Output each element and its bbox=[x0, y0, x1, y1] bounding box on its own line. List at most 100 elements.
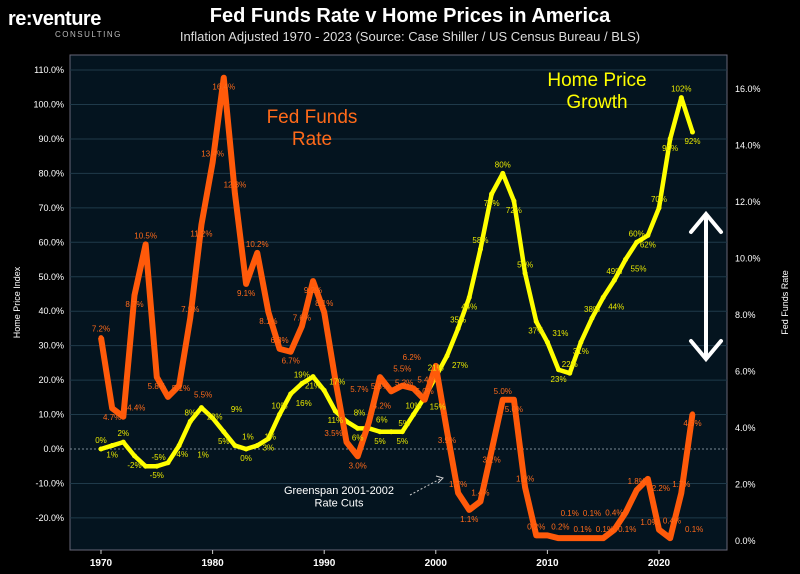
fed-funds-data-label: 4.4% bbox=[127, 404, 145, 413]
left-tick-label: -20.0% bbox=[35, 513, 64, 523]
fed-funds-point bbox=[511, 397, 517, 403]
home-price-point bbox=[310, 374, 316, 380]
fed-funds-point bbox=[254, 250, 260, 256]
fed-funds-data-label: 0.1% bbox=[685, 525, 703, 534]
home-price-point bbox=[299, 381, 305, 387]
home-price-point bbox=[243, 446, 249, 452]
fed-funds-data-label: 5.5% bbox=[393, 365, 411, 374]
fed-funds-point bbox=[232, 191, 238, 197]
double-arrow-icon bbox=[689, 210, 723, 363]
fed-funds-point bbox=[388, 388, 394, 394]
right-tick-label: 6.0% bbox=[735, 367, 756, 377]
home-price-data-label: 5% bbox=[398, 419, 410, 428]
fed-funds-data-label: 5.5% bbox=[194, 391, 212, 400]
home-price-data-label: 15% bbox=[430, 402, 446, 411]
home-price-point bbox=[477, 246, 483, 252]
x-tick-label: 2010 bbox=[536, 558, 559, 569]
home-price-point bbox=[656, 205, 662, 211]
left-tick-label: 110.0% bbox=[34, 65, 64, 75]
fed-funds-point bbox=[377, 374, 383, 380]
home-price-data-label: 9% bbox=[231, 405, 243, 414]
left-tick-label: 100.0% bbox=[33, 100, 64, 110]
home-price-point bbox=[377, 429, 383, 435]
fed-funds-data-label: 3.0% bbox=[349, 461, 367, 470]
fed-funds-data-label: 1.8% bbox=[628, 477, 646, 486]
fed-funds-point bbox=[332, 377, 338, 383]
fed-funds-data-label: 0.1% bbox=[583, 509, 601, 518]
fed-funds-point bbox=[589, 535, 595, 541]
double-arrow-head-down bbox=[689, 339, 723, 363]
home-price-point bbox=[210, 415, 216, 421]
home-price-point bbox=[165, 460, 171, 466]
fed-funds-point bbox=[310, 278, 316, 284]
greenspan-annotation: Greenspan 2001-2002 Rate Cuts bbox=[284, 485, 394, 510]
fed-funds-data-label: 5.3% bbox=[395, 378, 413, 387]
home-price-point bbox=[109, 443, 115, 449]
fed-funds-point bbox=[623, 510, 629, 516]
home-price-data-label: 1% bbox=[242, 433, 254, 442]
fed-funds-point bbox=[410, 385, 416, 391]
home-price-data-label: 51% bbox=[517, 260, 533, 269]
fed-funds-data-label: 3.9% bbox=[438, 436, 456, 445]
home-price-point bbox=[332, 408, 338, 414]
home-price-point bbox=[678, 95, 684, 101]
fed-funds-point bbox=[143, 241, 149, 247]
home-price-data-label: 102% bbox=[671, 85, 691, 94]
home-price-data-label: 10% bbox=[272, 402, 288, 411]
fed-funds-point bbox=[109, 405, 115, 411]
fed-funds-data-label: 0.2% bbox=[527, 522, 545, 531]
fed-funds-point bbox=[243, 281, 249, 287]
home-price-point bbox=[399, 429, 405, 435]
home-price-data-label: 5% bbox=[218, 437, 230, 446]
right-tick-label: 8.0% bbox=[735, 310, 756, 320]
home-price-point bbox=[589, 315, 595, 321]
home-price-point bbox=[98, 446, 104, 452]
home-price-data-label: 3% bbox=[263, 444, 275, 453]
fed-funds-data-label: 0.1% bbox=[561, 509, 579, 518]
home-price-point bbox=[187, 418, 193, 424]
fed-funds-data-label: 11.2% bbox=[190, 230, 212, 239]
home-price-data-label: 6% bbox=[352, 433, 364, 442]
fed-funds-point bbox=[288, 349, 294, 355]
fed-funds-data-label: 3.5% bbox=[324, 429, 342, 438]
right-tick-label: 4.0% bbox=[735, 423, 756, 433]
fed-funds-data-label: 0.4% bbox=[605, 509, 623, 518]
fed-funds-point bbox=[187, 315, 193, 321]
fed-funds-annotation: Fed Funds Rate bbox=[267, 107, 358, 150]
fed-funds-data-label: 5.8% bbox=[148, 382, 166, 391]
fed-funds-data-label: 4.5% bbox=[683, 419, 701, 428]
home-price-point bbox=[321, 387, 327, 393]
home-price-data-label: 12% bbox=[206, 413, 222, 422]
home-price-data-label: 72% bbox=[506, 206, 522, 215]
arrow-note-icon bbox=[409, 475, 444, 496]
chart: -20.0% -10.0% 0.0% 10.0% 20.0% 30.0% 40.0% 50.0… bbox=[0, 48, 800, 574]
home-price-point bbox=[176, 443, 182, 449]
home-price-point bbox=[154, 463, 160, 469]
home-price-point bbox=[533, 319, 539, 325]
left-tick-label: -10.0% bbox=[35, 478, 64, 488]
right-axis-label: Fed Funds Rate bbox=[780, 270, 790, 335]
left-tick-label: 50.0% bbox=[38, 272, 64, 282]
home-price-data-label: 31% bbox=[573, 347, 589, 356]
annotation-arrowhead bbox=[435, 475, 444, 484]
left-tick-label: 90.0% bbox=[38, 134, 64, 144]
home-price-data-label: 0% bbox=[240, 454, 252, 463]
fed-funds-point bbox=[321, 309, 327, 315]
left-tick-label: 60.0% bbox=[38, 237, 64, 247]
home-price-data-label: 74% bbox=[484, 199, 500, 208]
fed-funds-data-label: 4.2% bbox=[373, 401, 391, 410]
fed-funds-data-label: 1.4% bbox=[471, 488, 489, 497]
fed-funds-data-label: 7.2% bbox=[92, 325, 110, 334]
fed-funds-point bbox=[265, 309, 271, 315]
fed-funds-point bbox=[176, 383, 182, 389]
fed-funds-point bbox=[678, 490, 684, 496]
home-price-data-label: 8% bbox=[184, 408, 196, 417]
fed-funds-point bbox=[578, 535, 584, 541]
header: re:venture CONSULTING Fed Funds Rate v H… bbox=[0, 0, 800, 48]
home-price-point bbox=[277, 412, 283, 418]
fed-funds-data-label: 6.2% bbox=[403, 353, 421, 362]
fed-funds-point bbox=[198, 222, 204, 228]
home-price-data-label: 1% bbox=[264, 433, 276, 442]
fed-funds-point bbox=[399, 383, 405, 389]
home-price-point bbox=[689, 129, 695, 135]
